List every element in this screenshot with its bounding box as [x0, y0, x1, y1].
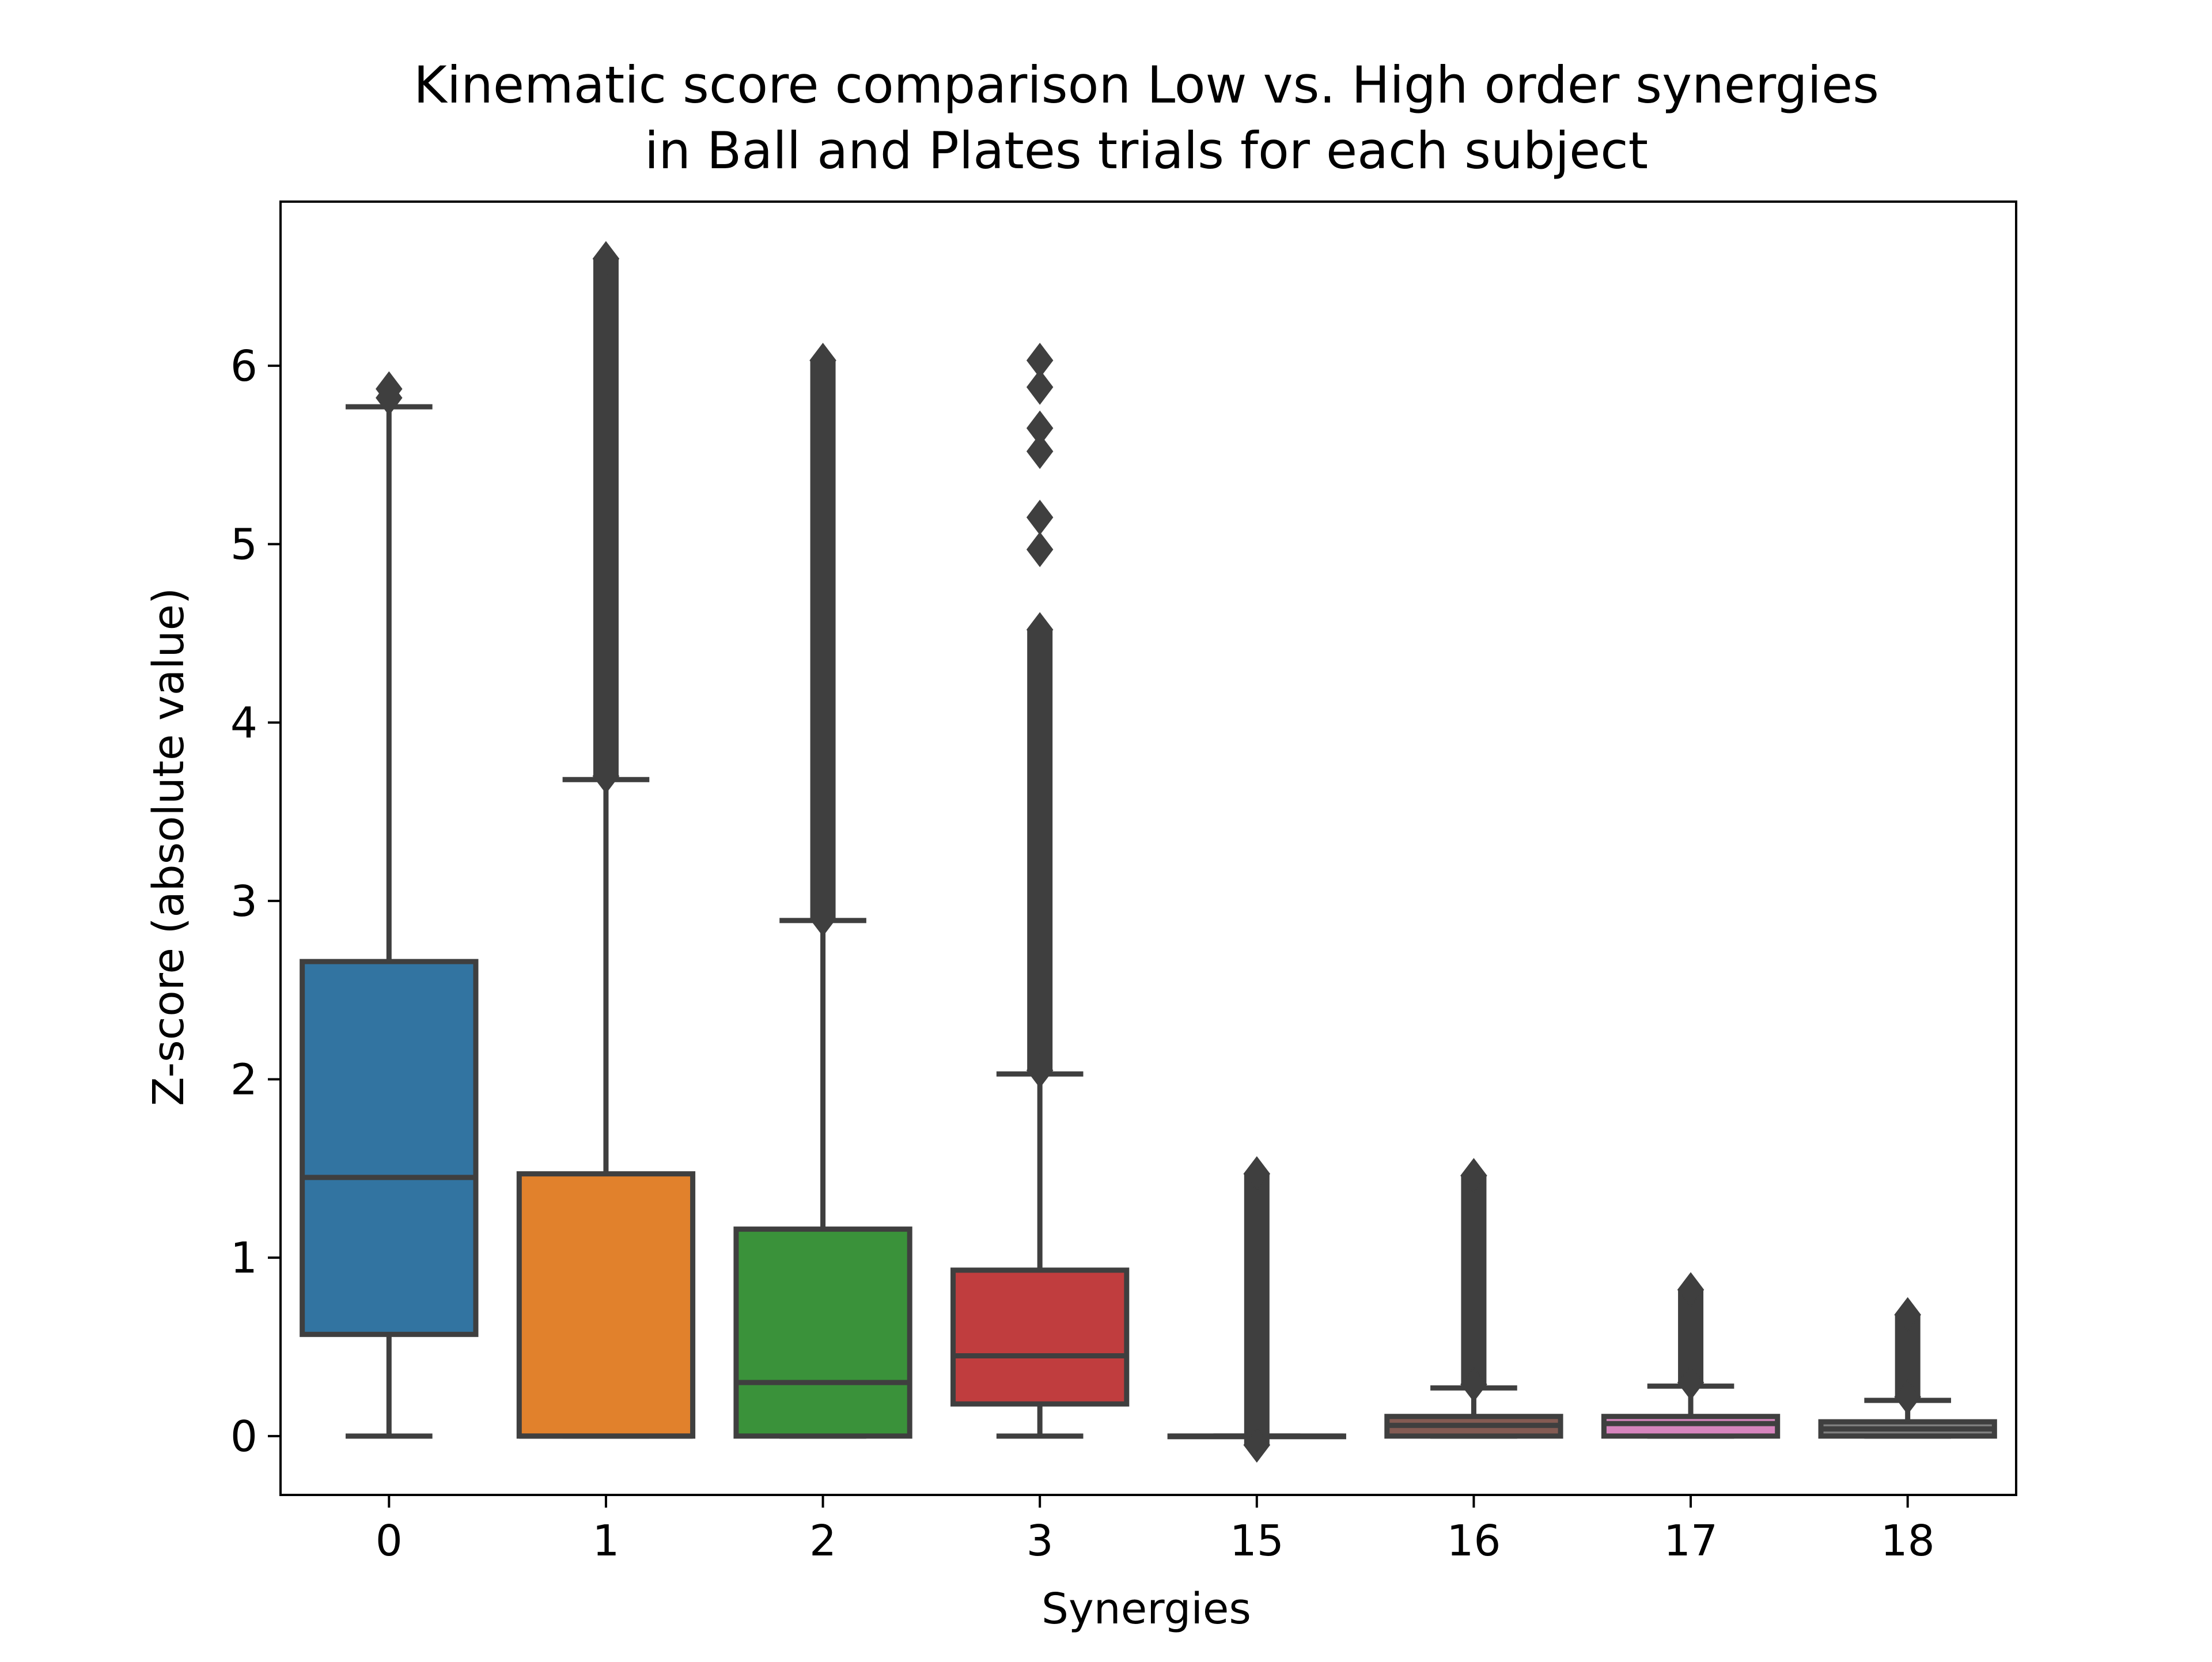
box-1: [516, 241, 696, 1439]
outlier-marker: [376, 371, 403, 407]
y-tick-label: 6: [230, 342, 257, 391]
x-axis-label: Synergies: [1041, 1584, 1251, 1634]
outlier-band: [1027, 630, 1053, 1071]
outlier-marker: [592, 241, 620, 277]
box-0: [300, 371, 479, 1439]
box-body: [733, 1226, 912, 1439]
chart-title-line-2: in Ball and Plates trials for each subje…: [645, 121, 1648, 180]
box-18: [1818, 1297, 1997, 1439]
x-tick-label: 15: [1230, 1516, 1284, 1566]
box-body: [950, 1267, 1130, 1407]
outlier-band: [1244, 1173, 1270, 1445]
outlier-marker: [1026, 369, 1054, 405]
plot-area: [300, 241, 1997, 1463]
box-body: [1601, 1414, 1781, 1439]
outlier-marker: [809, 901, 836, 937]
outlier-marker: [1677, 1365, 1705, 1400]
outlier-marker: [1460, 1366, 1487, 1402]
y-tick-label: 1: [230, 1233, 257, 1283]
x-tick-label: 3: [1027, 1516, 1054, 1566]
outlier-marker: [1026, 410, 1054, 446]
y-tick-label: 2: [230, 1055, 257, 1105]
outlier-marker: [1026, 1053, 1054, 1088]
outlier-band: [810, 360, 836, 919]
box-17: [1601, 1272, 1781, 1439]
x-tick-label: 0: [376, 1516, 403, 1566]
y-tick-label: 3: [230, 877, 257, 926]
box-body: [516, 1171, 696, 1439]
y-tick-label: 0: [230, 1412, 257, 1462]
x-tick-label: 1: [592, 1516, 619, 1566]
outlier-marker: [1026, 342, 1054, 378]
outlier-marker: [809, 342, 836, 378]
x-tick-label: 2: [809, 1516, 836, 1566]
outlier-marker: [1894, 1297, 1921, 1332]
outlier-marker: [1243, 1156, 1271, 1192]
plot-frame: [279, 200, 2017, 1496]
x-tick-label: 17: [1664, 1516, 1718, 1566]
y-axis-label: Z-score (absolute value): [144, 588, 194, 1106]
outlier-marker: [592, 758, 620, 794]
outlier-marker: [1460, 1158, 1487, 1194]
box-body: [300, 959, 479, 1337]
outlier-marker: [1026, 433, 1054, 470]
x-tick-label: 16: [1446, 1516, 1501, 1566]
outlier-band: [593, 259, 619, 777]
outlier-marker: [1026, 499, 1054, 535]
y-tick-label: 5: [230, 520, 257, 570]
box-2: [733, 342, 912, 1439]
box-16: [1384, 1158, 1563, 1439]
outlier-marker: [1026, 612, 1054, 648]
outlier-marker: [1894, 1379, 1921, 1415]
outlier-marker: [1677, 1272, 1705, 1308]
y-tick-label: 4: [230, 698, 257, 748]
box-15: [1167, 1156, 1346, 1463]
box-3: [950, 342, 1130, 1439]
chart-title-line-1: Kinematic score comparison Low vs. High …: [414, 55, 1879, 115]
outlier-marker: [1243, 1427, 1271, 1463]
x-tick-label: 18: [1881, 1516, 1935, 1566]
axes: 0 1 2 3 15 16 17 18 0 1 2 3 4 5 6: [230, 200, 2017, 1566]
outlier-marker: [1026, 532, 1054, 567]
outlier-band: [1461, 1175, 1487, 1385]
